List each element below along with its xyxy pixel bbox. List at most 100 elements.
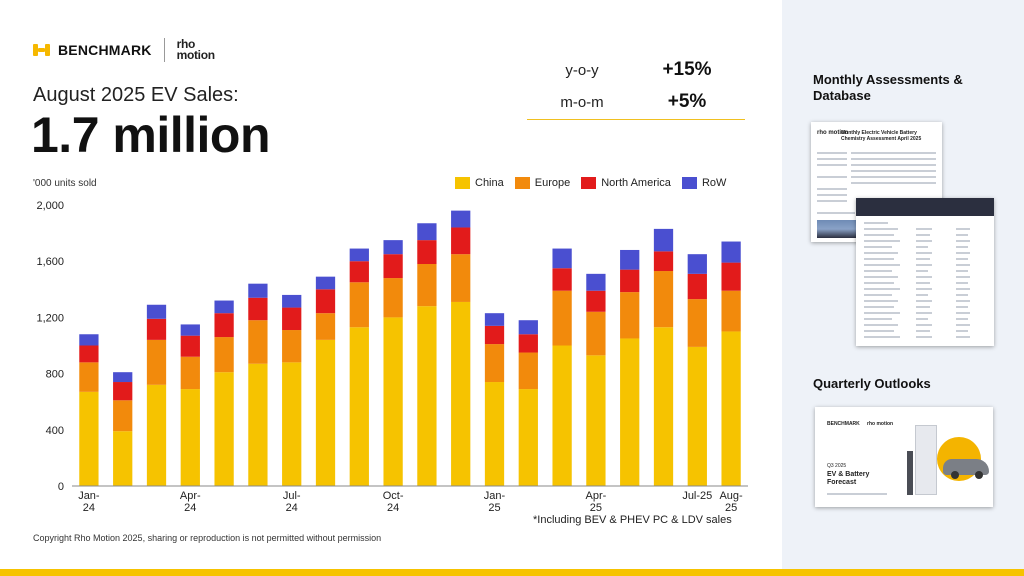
main-panel: BENCHMARK rho motion August 2025 EV Sale… xyxy=(31,38,748,543)
bar-segment-north-america xyxy=(248,297,268,321)
bar-segment-row xyxy=(315,276,336,290)
bar-segment-china xyxy=(113,431,133,486)
report-title: Monthly Electric Vehicle Battery Chemist… xyxy=(841,130,922,142)
forecast-cabinet-graphic xyxy=(915,425,937,495)
y-tick-label: 0 xyxy=(58,481,64,493)
bar-segment-china xyxy=(721,331,741,486)
rho-motion-logo: rho motion xyxy=(176,37,216,62)
bar-segment-north-america xyxy=(282,307,302,331)
kpi-panel: y-o-y +15% m-o-m +5% xyxy=(527,52,745,120)
bar-segment-north-america xyxy=(721,262,741,291)
legend-swatch xyxy=(455,177,470,189)
bar-segment-row xyxy=(349,248,369,262)
bar-segment-europe xyxy=(383,278,403,318)
bar-segment-europe xyxy=(79,362,99,392)
bar-segment-europe xyxy=(146,339,167,385)
legend-item-europe: Europe xyxy=(514,177,570,189)
bar-segment-china xyxy=(282,362,302,486)
kpi-row-yoy: y-o-y +15% xyxy=(527,56,745,86)
bar-segment-china xyxy=(620,338,640,486)
bar-segment-north-america xyxy=(214,313,234,338)
bar-segment-china xyxy=(586,355,606,486)
forecast-title: EV & Battery Forecast xyxy=(827,471,870,486)
logo-divider xyxy=(163,38,165,62)
bar-segment-north-america xyxy=(620,269,640,293)
bar-segment-europe xyxy=(620,292,640,339)
bar-segment-row xyxy=(417,223,437,241)
legend-swatch xyxy=(681,177,697,189)
monthly-assessment-report-thumbnail[interactable]: rho motion Monthly Electric Vehicle Batt… xyxy=(811,122,942,242)
bar-segment-row xyxy=(451,210,471,228)
bar-segment-row xyxy=(721,241,741,263)
bar-segment-north-america xyxy=(383,254,403,279)
bar-segment-europe xyxy=(180,356,200,390)
robot-arm-graphic xyxy=(907,451,913,495)
bar-segment-row xyxy=(687,254,707,274)
bar-segment-europe xyxy=(518,352,538,390)
bar-segment-north-america xyxy=(146,318,167,340)
bar-segment-china xyxy=(383,317,403,486)
y-axis-unit-label: '000 units sold xyxy=(33,178,97,189)
bar-segment-row xyxy=(113,372,133,383)
bar-segment-europe xyxy=(248,320,268,364)
bar-segment-europe xyxy=(552,290,572,346)
x-tick-label: Jan-24 xyxy=(78,490,100,514)
bar-segment-china xyxy=(180,389,200,486)
bar-segment-row xyxy=(79,334,99,346)
bottom-accent-bar xyxy=(0,569,1024,576)
bar-segment-china xyxy=(146,384,167,486)
logo-row: BENCHMARK rho motion xyxy=(33,38,215,62)
bar-segment-row xyxy=(214,300,234,314)
bar-segment-europe xyxy=(451,254,471,302)
bar-segment-row xyxy=(552,248,572,269)
bar-segment-north-america xyxy=(653,251,674,272)
rho-motion-logo: rho motion xyxy=(817,130,849,136)
monthly-assessments-title: Monthly Assessments & Database xyxy=(813,72,963,103)
bar-segment-row xyxy=(620,249,640,270)
bar-segment-row xyxy=(653,228,674,252)
forecast-quarter: Q3 2025 xyxy=(827,463,847,469)
bar-segment-north-america xyxy=(79,345,99,363)
bar-segment-row xyxy=(248,283,268,298)
database-thumbnail[interactable] xyxy=(856,198,994,346)
kpi-value: +5% xyxy=(667,91,707,112)
x-tick-label: Apr-25 xyxy=(586,490,607,514)
benchmark-logo-text: BENCHMARK xyxy=(58,42,152,58)
headline-value: 1.7 million xyxy=(31,107,271,163)
bar-segment-china xyxy=(349,327,369,486)
bar-segment-row xyxy=(180,324,200,336)
quarterly-outlooks-title: Quarterly Outlooks xyxy=(813,376,931,391)
bar-segment-row xyxy=(146,304,167,319)
x-tick-label: Jul-24 xyxy=(283,490,301,514)
legend-item-row: RoW xyxy=(681,177,726,189)
bar-segment-row xyxy=(518,320,538,335)
x-tick-label: Jan-25 xyxy=(484,490,506,514)
kpi-label: m-o-m xyxy=(560,94,604,111)
bar-segment-china xyxy=(687,346,707,486)
bar-segment-north-america xyxy=(687,273,707,300)
bar-segment-china xyxy=(248,363,268,486)
bar-segment-china xyxy=(79,391,99,486)
bar-segment-europe xyxy=(417,264,437,307)
bar-segment-north-america xyxy=(518,334,538,353)
y-tick-label: 400 xyxy=(46,425,64,437)
kpi-row-mom: m-o-m +5% xyxy=(527,88,745,118)
bar-segment-europe xyxy=(214,337,234,373)
bar-segment-north-america xyxy=(113,382,133,401)
bar-segment-china xyxy=(214,372,234,486)
bar-segment-row xyxy=(484,313,505,326)
bar-segment-china xyxy=(552,345,572,486)
bar-segment-china xyxy=(653,327,674,486)
quarterly-forecast-thumbnail[interactable]: BENCHMARK rho motion Q3 2025 EV & Batter… xyxy=(815,407,993,507)
bar-segment-north-america xyxy=(349,261,369,283)
bar-segment-north-america xyxy=(586,290,606,312)
ev-sales-stacked-bar-chart: 0 400 800 1,200 1,600 2,000 Jan-24 Apr-24 Jul-24… xyxy=(36,200,748,514)
y-tick-label: 1,200 xyxy=(36,312,64,324)
bar-segment-north-america xyxy=(417,240,437,265)
bar-segment-europe xyxy=(586,311,606,356)
bar-segment-china xyxy=(451,301,471,486)
page-subtitle: August 2025 EV Sales: xyxy=(33,84,239,106)
benchmark-logo-text: BENCHMARK xyxy=(827,421,860,427)
x-tick-label: Oct-24 xyxy=(383,490,404,514)
bar-segment-europe xyxy=(687,299,707,347)
